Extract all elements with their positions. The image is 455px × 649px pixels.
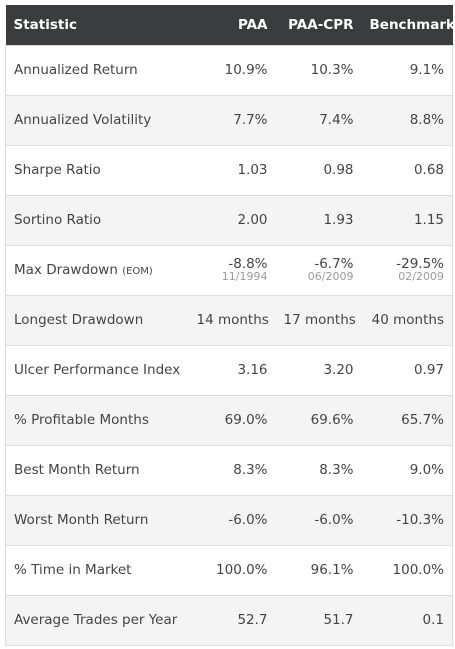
row-label: Sortino Ratio [5, 194, 189, 246]
cell-paa: -8.8% 11/1994 [188, 244, 276, 296]
cell-paa: 7.7% [188, 94, 276, 146]
cell-paa-cpr: -6.0% [275, 494, 362, 546]
row-label: Average Trades per Year [5, 594, 189, 646]
cell-date: 11/1994 [221, 270, 268, 283]
cell-value: -6.7% [314, 256, 354, 272]
cell-paa: 2.00 [188, 194, 276, 246]
cell-value: -29.5% [396, 256, 444, 272]
row-label: Sharpe Ratio [5, 144, 189, 196]
cell-paa: 1.03 [188, 144, 276, 196]
table-row: Max Drawdown (EOM) -8.8% 11/1994 -6.7% 0… [5, 244, 453, 296]
statistics-table: Statistic PAA PAA-CPR Benchmark Annualiz… [5, 5, 455, 646]
table-body: Annualized Return 10.9% 10.3% 9.1% Annua… [5, 44, 453, 646]
row-label: % Time in Market [5, 544, 189, 596]
cell-paa-cpr: 17 months [275, 294, 362, 346]
header-statistic: Statistic [13, 16, 78, 33]
cell-paa-cpr: 69.6% [275, 394, 362, 446]
cell-value: -8.8% [228, 256, 268, 272]
cell-benchmark: 0.1 [361, 594, 453, 646]
cell-date: 02/2009 [398, 270, 444, 283]
row-label: Longest Drawdown [5, 294, 189, 346]
cell-benchmark: 8.8% [361, 94, 453, 146]
cell-benchmark: 9.0% [361, 444, 453, 496]
cell-benchmark: 100.0% [361, 544, 453, 596]
cell-paa-cpr: 10.3% [275, 44, 362, 96]
cell-paa-cpr: -6.7% 06/2009 [275, 244, 362, 296]
table-row: Worst Month Return -6.0% -6.0% -10.3% [5, 494, 453, 546]
cell-date: 06/2009 [307, 270, 354, 283]
header-row: Statistic PAA PAA-CPR Benchmark [5, 5, 455, 45]
row-label: Ulcer Performance Index [5, 344, 189, 396]
row-label: % Profitable Months [5, 394, 189, 446]
row-label-suffix: (EOM) [122, 266, 153, 277]
cell-paa-cpr: 8.3% [275, 444, 362, 496]
cell-paa: 100.0% [188, 544, 276, 596]
table-row: Annualized Return 10.9% 10.3% 9.1% [5, 44, 453, 96]
cell-benchmark: 1.15 [361, 194, 453, 246]
cell-paa: 10.9% [188, 44, 276, 96]
table-header: Statistic PAA PAA-CPR Benchmark [5, 5, 455, 45]
header-paa: PAA [237, 16, 268, 33]
cell-paa-cpr: 96.1% [275, 544, 362, 596]
row-label-text: Max Drawdown [14, 262, 118, 278]
cell-paa: 3.16 [188, 344, 276, 396]
cell-benchmark: 0.68 [361, 144, 453, 196]
table-row: Annualized Volatility 7.7% 7.4% 8.8% [5, 94, 453, 146]
row-label: Annualized Volatility [5, 94, 189, 146]
row-label: Worst Month Return [5, 494, 189, 546]
cell-benchmark: -29.5% 02/2009 [361, 244, 453, 296]
table-row: Average Trades per Year 52.7 51.7 0.1 [5, 594, 453, 646]
cell-benchmark: -10.3% [361, 494, 453, 546]
table-row: Best Month Return 8.3% 8.3% 9.0% [5, 444, 453, 496]
cell-benchmark: 65.7% [361, 394, 453, 446]
table-row: % Profitable Months 69.0% 69.6% 65.7% [5, 394, 453, 446]
cell-paa-cpr: 0.98 [275, 144, 362, 196]
cell-paa: 8.3% [188, 444, 276, 496]
header-benchmark: Benchmark [369, 16, 455, 33]
cell-paa-cpr: 3.20 [275, 344, 362, 396]
cell-benchmark: 40 months [361, 294, 453, 346]
table-row: Ulcer Performance Index 3.16 3.20 0.97 [5, 344, 453, 396]
header-paa-cpr: PAA-CPR [288, 16, 354, 33]
cell-benchmark: 9.1% [361, 44, 453, 96]
cell-paa-cpr: 7.4% [275, 94, 362, 146]
row-label: Annualized Return [5, 44, 189, 96]
row-label: Best Month Return [5, 444, 189, 496]
table-row: Longest Drawdown 14 months 17 months 40 … [5, 294, 453, 346]
row-label: Max Drawdown (EOM) [5, 244, 189, 296]
cell-paa: 52.7 [188, 594, 276, 646]
table-row: Sharpe Ratio 1.03 0.98 0.68 [5, 144, 453, 196]
cell-paa-cpr: 51.7 [275, 594, 362, 646]
cell-paa: 14 months [188, 294, 276, 346]
table-row: Sortino Ratio 2.00 1.93 1.15 [5, 194, 453, 246]
cell-paa: 69.0% [188, 394, 276, 446]
cell-paa-cpr: 1.93 [275, 194, 362, 246]
cell-paa: -6.0% [188, 494, 276, 546]
cell-benchmark: 0.97 [361, 344, 453, 396]
table-row: % Time in Market 100.0% 96.1% 100.0% [5, 544, 453, 596]
